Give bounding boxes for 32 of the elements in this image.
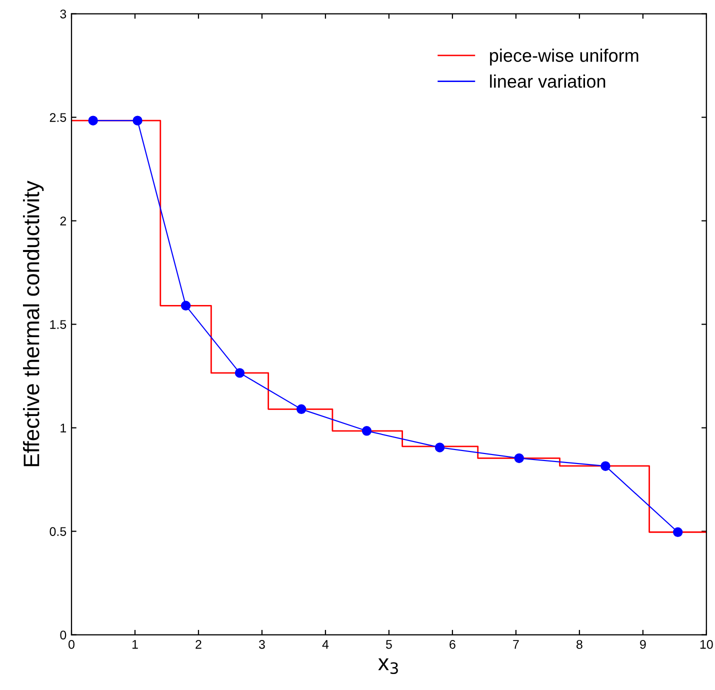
y-tick-label: 0.5 — [50, 527, 66, 536]
x-axis-title: x$_{3}$ — [378, 658, 398, 674]
point — [672, 527, 683, 537]
legend-label: piece-wise uniform — [490, 48, 638, 66]
point — [514, 453, 524, 464]
x-tick-label: 6 — [450, 640, 456, 649]
x-tick-label: 0 — [68, 640, 74, 649]
x-tick-label: 8 — [576, 640, 582, 649]
x-tick-label: 2 — [196, 640, 202, 649]
point — [88, 116, 98, 126]
y-tick-label: 3 — [60, 10, 66, 18]
point — [434, 442, 445, 452]
y-tick-label: 0 — [60, 630, 66, 640]
y-tick-label: 2.5 — [50, 113, 66, 122]
x-tick-label: 1 — [132, 640, 138, 649]
x-tick-label: 4 — [322, 640, 329, 649]
point — [600, 461, 610, 471]
x-tick-label: 5 — [386, 640, 392, 649]
x-tick-label: 10 — [700, 640, 713, 649]
legend-label: linear variation — [490, 74, 606, 88]
y-tick-label: 2 — [60, 216, 66, 226]
point — [296, 404, 306, 414]
point — [132, 116, 142, 126]
y-tick-label: 1.5 — [50, 320, 66, 329]
point — [234, 368, 245, 378]
point — [180, 300, 191, 311]
x-tick-label: 9 — [640, 640, 646, 649]
point — [362, 426, 372, 436]
x-tick-label: 7 — [513, 640, 519, 649]
x-tick-label: 3 — [258, 640, 265, 649]
y-axis-title: Effective thermal conductivity — [22, 180, 44, 466]
y-tick-label: 1 — [60, 424, 66, 432]
